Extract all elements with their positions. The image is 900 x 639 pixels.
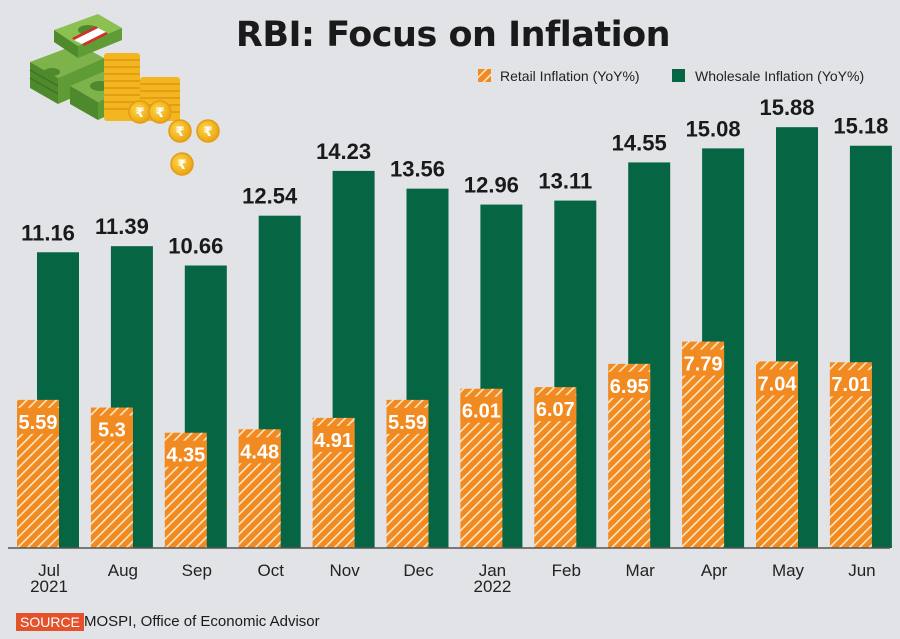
chart-title: RBI: Focus on Inflation — [236, 15, 670, 55]
legend: Retail Inflation (YoY%) Wholesale Inflat… — [478, 68, 864, 84]
legend-label-wholesale: Wholesale Inflation (YoY%) — [695, 68, 864, 84]
retail-data-label: 5.3 — [98, 420, 126, 442]
svg-text:₹: ₹ — [135, 106, 144, 121]
x-tick-label: Jul — [38, 561, 60, 580]
svg-text:₹: ₹ — [203, 125, 212, 140]
wholesale-data-label: 12.54 — [242, 184, 298, 209]
retail-data-label: 6.07 — [536, 399, 575, 421]
retail-data-label: 7.04 — [758, 373, 798, 395]
retail-label-backdrop — [534, 395, 577, 422]
x-tick-year-label: 2021 — [30, 577, 68, 596]
retail-label-backdrop — [386, 407, 429, 434]
x-tick-label: Sep — [182, 561, 212, 580]
money-stack-and-rupee-coins-icon: ₹ ₹ ₹ ₹ ₹ — [29, 14, 220, 176]
source-tag: SOURCE — [16, 613, 84, 631]
retail-label-backdrop — [164, 440, 207, 467]
retail-label-backdrop — [238, 437, 281, 464]
wholesale-data-label: 10.66 — [168, 234, 223, 259]
retail-data-label: 6.95 — [610, 376, 649, 398]
wholesale-data-label: 11.39 — [95, 214, 149, 239]
retail-data-label: 5.59 — [388, 412, 427, 434]
x-tick-label: Feb — [552, 561, 581, 580]
bars-group: 11.16 5.59 11.39 5.3 10.66 4.35 12.54 4.48 14.23… — [17, 95, 892, 549]
retail-data-label: 5.59 — [19, 412, 58, 434]
wholesale-data-label: 14.55 — [612, 130, 667, 155]
retail-label-backdrop — [312, 425, 355, 452]
svg-text:₹: ₹ — [177, 158, 186, 173]
wholesale-data-label: 14.23 — [316, 139, 371, 164]
legend-swatch-wholesale — [672, 69, 685, 82]
retail-data-label: 4.91 — [314, 430, 353, 452]
x-tick-label: Dec — [403, 561, 434, 580]
retail-label-backdrop — [90, 415, 133, 442]
legend-label-retail: Retail Inflation (YoY%) — [500, 68, 640, 84]
svg-text:₹: ₹ — [175, 125, 184, 140]
wholesale-data-label: 15.88 — [759, 95, 814, 120]
retail-data-label: 7.01 — [831, 374, 870, 396]
x-tick-label: Aug — [108, 561, 138, 580]
retail-label-backdrop — [17, 407, 59, 434]
wholesale-data-label: 13.11 — [538, 169, 592, 194]
retail-label-backdrop — [460, 396, 503, 423]
retail-data-label: 6.01 — [462, 401, 501, 423]
retail-label-backdrop — [829, 370, 872, 397]
retail-data-label: 7.79 — [684, 354, 723, 376]
retail-label-backdrop — [682, 349, 725, 376]
x-tick-label: Jun — [848, 561, 875, 580]
wholesale-data-label: 12.96 — [464, 173, 519, 198]
legend-swatch-retail — [478, 69, 491, 82]
x-tick-label: Mar — [626, 561, 656, 580]
x-tick-label: Jan — [479, 561, 506, 580]
source-text: MOSPI, Office of Economic Advisor — [84, 613, 320, 630]
svg-text:₹: ₹ — [155, 106, 164, 121]
retail-bar — [682, 341, 725, 548]
wholesale-data-label: 15.08 — [686, 116, 741, 141]
retail-data-label: 4.35 — [166, 445, 205, 467]
x-tick-label: Oct — [257, 561, 284, 580]
x-tick-year-label: 2022 — [473, 577, 511, 596]
x-tick-label: May — [772, 561, 805, 580]
x-tick-label: Apr — [701, 561, 728, 580]
retail-label-backdrop — [756, 369, 798, 396]
retail-data-label: 4.48 — [240, 441, 279, 463]
wholesale-data-label: 11.16 — [21, 220, 75, 245]
rupee-coin-icon: ₹ ₹ ₹ ₹ ₹ — [128, 100, 220, 176]
wholesale-data-label: 15.18 — [833, 114, 888, 139]
wholesale-data-label: 13.56 — [390, 157, 445, 182]
x-tick-label: Nov — [329, 561, 360, 580]
retail-label-backdrop — [608, 371, 651, 398]
